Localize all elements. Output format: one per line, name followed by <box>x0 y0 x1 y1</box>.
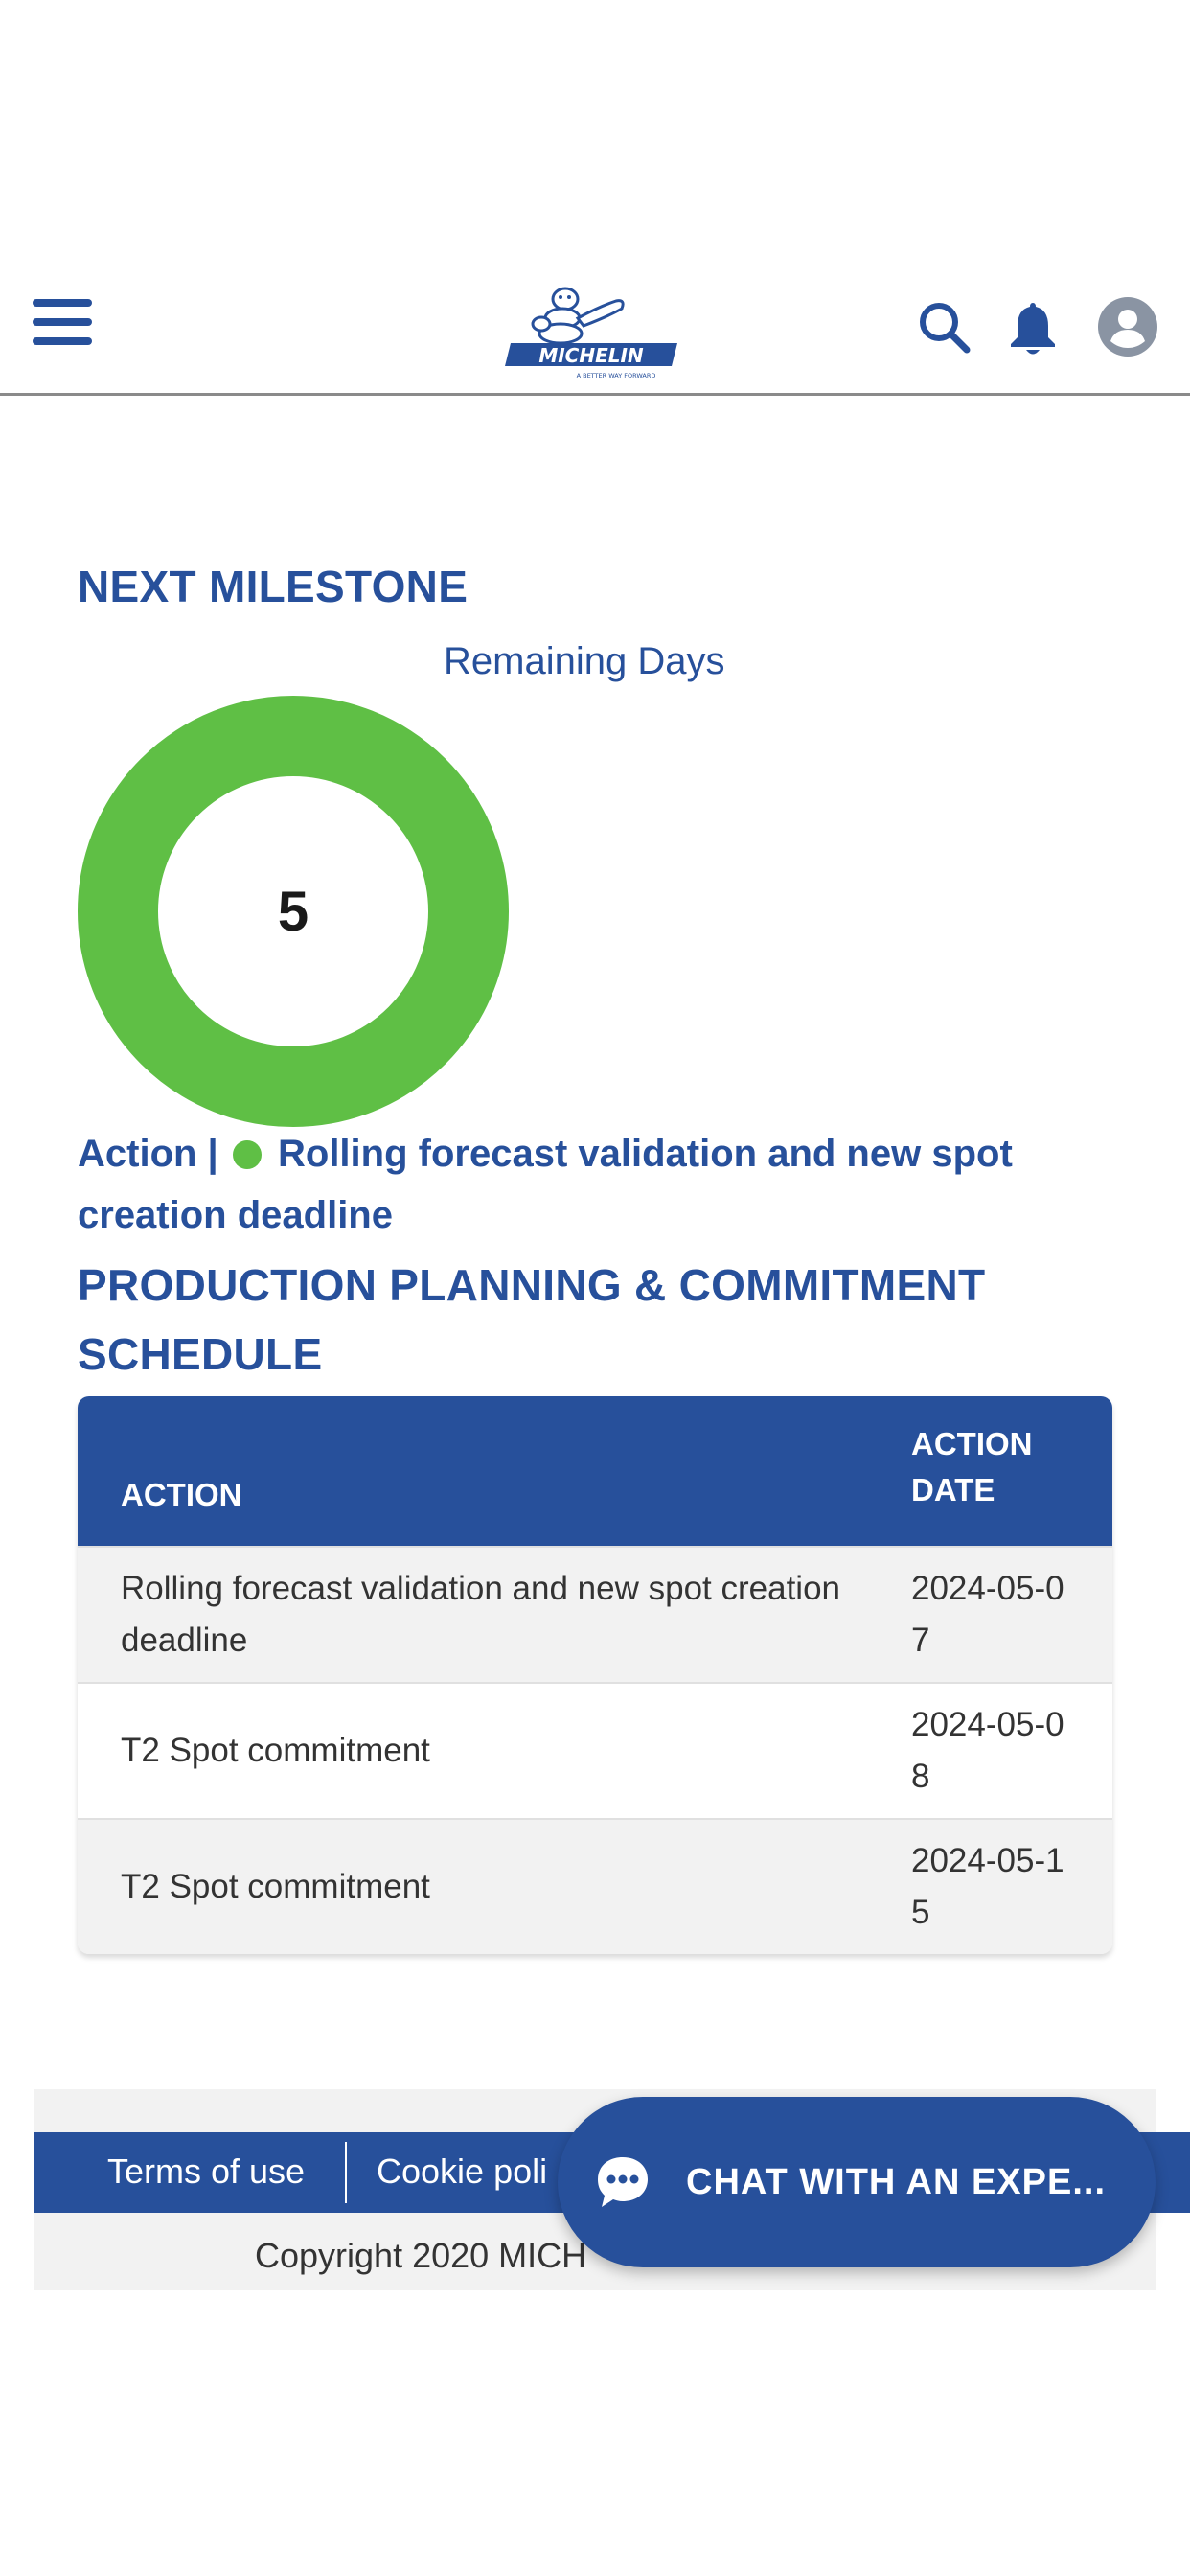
menu-icon-bar <box>33 337 92 345</box>
remaining-days-label: Remaining Days <box>444 640 725 682</box>
user-avatar-icon[interactable] <box>1098 297 1157 356</box>
michelin-logo[interactable]: MICHELIN A BETTER WAY FORWARD <box>503 278 685 383</box>
row-action: Rolling forecast validation and new spot… <box>121 1570 840 1659</box>
row-date: 2024-05-15 <box>911 1835 1112 1939</box>
remaining-days-donut <box>78 696 509 1127</box>
copyright-text: Copyright 2020 MICH <box>255 2236 587 2275</box>
row-date-text: 2024-05-07 <box>911 1570 1064 1659</box>
column-header-action: ACTION <box>121 1477 242 1512</box>
chat-button-label: CHAT WITH AN EXPE... <box>686 2161 1106 2202</box>
row-date-text: 2024-05-15 <box>911 1842 1064 1931</box>
menu-icon-bar <box>33 318 92 326</box>
footer-divider <box>345 2142 347 2203</box>
row-action: T2 Spot commitment <box>121 1868 430 1905</box>
logo-wordmark: MICHELIN <box>538 344 644 367</box>
row-date: 2024-05-07 <box>911 1563 1112 1667</box>
next-action-line: Action | Rolling forecast validation and… <box>78 1123 1112 1246</box>
column-header-action-date-text: ACTION DATE <box>911 1426 1033 1507</box>
cookie-policy-link[interactable]: Cookie poli <box>377 2151 548 2191</box>
chat-with-expert-button[interactable]: CHAT WITH AN EXPE... <box>558 2097 1156 2267</box>
logo-tagline: A BETTER WAY FORWARD <box>577 372 656 380</box>
table-row[interactable]: T2 Spot commitment 2024-05-15 <box>78 1818 1112 1954</box>
next-milestone-title: NEXT MILESTONE <box>78 562 469 611</box>
donut-ring-segment <box>78 696 509 1127</box>
action-prefix: Action | <box>78 1133 218 1175</box>
app-header: MICHELIN A BETTER WAY FORWARD <box>0 268 1190 396</box>
row-date: 2024-05-08 <box>911 1699 1112 1803</box>
table-row[interactable]: T2 Spot commitment 2024-05-08 <box>78 1682 1112 1818</box>
status-dot-icon <box>232 1140 262 1169</box>
row-action: T2 Spot commitment <box>121 1732 430 1769</box>
search-icon[interactable] <box>916 299 972 355</box>
chat-bubble-icon <box>598 2157 648 2207</box>
terms-of-use-link[interactable]: Terms of use <box>107 2151 306 2191</box>
column-header-action-date: ACTION DATE <box>911 1396 1112 1546</box>
schedule-title: PRODUCTION PLANNING & COMMITMENT SCHEDUL… <box>78 1260 986 1379</box>
table-row[interactable]: Rolling forecast validation and new spot… <box>78 1546 1112 1682</box>
bell-icon[interactable] <box>1006 299 1060 356</box>
menu-button[interactable] <box>33 295 94 349</box>
table-header: ACTION ACTION DATE <box>78 1396 1112 1546</box>
schedule-table: ACTION ACTION DATE Rolling forecast vali… <box>78 1396 1112 1954</box>
menu-icon-bar <box>33 299 92 307</box>
remaining-days-value: 5 <box>277 880 309 943</box>
next-action-text: Rolling forecast validation and new spot… <box>78 1133 1013 1236</box>
row-date-text: 2024-05-08 <box>911 1706 1064 1795</box>
